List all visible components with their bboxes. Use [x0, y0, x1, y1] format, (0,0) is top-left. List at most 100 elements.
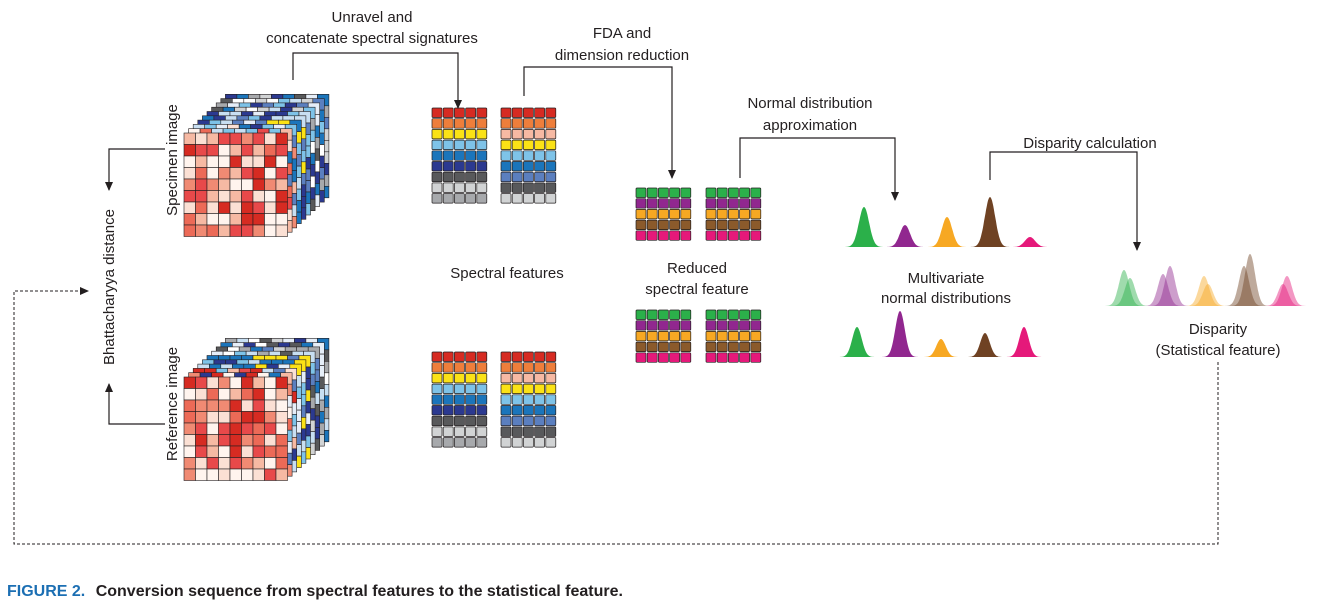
- pixel-cell: [229, 468, 242, 481]
- pixel-cell: [241, 224, 254, 237]
- pixel-cell: [218, 411, 231, 424]
- feature-cell: [500, 139, 512, 150]
- pixel-cell: [183, 388, 196, 401]
- pixel-cell: [275, 399, 288, 412]
- pixel-cell: [275, 376, 288, 389]
- feature-cell: [680, 219, 692, 230]
- feature-cell: [523, 362, 534, 373]
- pixel-cell: [252, 434, 265, 447]
- caption-number: FIGURE 2.: [7, 583, 86, 600]
- feature-cell: [545, 394, 557, 405]
- feature-cell: [454, 150, 465, 161]
- pixel-cell: [229, 445, 242, 458]
- pixel-cell: [229, 224, 242, 237]
- feature-cell: [476, 171, 488, 183]
- pixel-cell: [241, 468, 254, 481]
- pixel-cell: [275, 445, 288, 458]
- pixel-cell: [252, 190, 265, 203]
- pixel-cell: [183, 376, 196, 389]
- feature-cell: [545, 107, 557, 118]
- feature-cell: [658, 341, 669, 352]
- pixel-cell: [195, 411, 208, 424]
- feature-cell: [545, 171, 557, 183]
- feature-cell: [431, 139, 443, 150]
- feature-cell: [680, 187, 692, 198]
- feature-cell: [476, 362, 488, 373]
- feature-cell: [635, 219, 647, 230]
- pixel-cell: [252, 457, 265, 470]
- feature-cell: [431, 129, 443, 140]
- pixel-cell: [241, 422, 254, 435]
- feature-cell: [750, 187, 762, 198]
- pixel-cell: [206, 434, 219, 447]
- distribution-curve: [843, 207, 885, 247]
- feature-cell: [646, 331, 658, 342]
- feature-cell: [534, 383, 545, 394]
- pixel-cell: [252, 155, 265, 168]
- feature-cell: [500, 129, 512, 140]
- unravel-arrow: [292, 52, 462, 109]
- pixel-cell: [264, 422, 277, 435]
- feature-cell: [442, 139, 454, 150]
- feature-cell: [534, 161, 545, 172]
- feature-cell: [523, 394, 534, 405]
- pixel-cell: [275, 213, 288, 226]
- feature-cell: [705, 341, 717, 352]
- pixel-cell: [183, 468, 196, 481]
- feature-cell: [431, 193, 443, 204]
- pixel-cell: [218, 422, 231, 435]
- feature-cell: [646, 219, 658, 230]
- pixel-cell: [241, 190, 254, 203]
- pixel-cell: [275, 224, 288, 237]
- feature-cell: [465, 171, 476, 183]
- feature-cell: [500, 118, 512, 129]
- pixel-cell: [195, 376, 208, 389]
- pixel-cell: [241, 445, 254, 458]
- pixel-cell: [241, 434, 254, 447]
- bhatt-arrow-up: [105, 148, 165, 191]
- feature-cell: [431, 383, 443, 394]
- mvn-label-2: normal distributions: [881, 290, 1011, 307]
- feature-cell: [431, 171, 443, 183]
- feature-cell: [716, 309, 728, 320]
- pixel-cell: [195, 155, 208, 168]
- pixel-cell: [183, 445, 196, 458]
- feature-cell: [728, 230, 739, 241]
- pixel-cell: [252, 224, 265, 237]
- pixel-cell: [206, 144, 219, 157]
- pixel-cell: [183, 224, 196, 237]
- pixel-cell: [218, 434, 231, 447]
- pixel-cell: [264, 411, 277, 424]
- feature-cell: [476, 150, 488, 161]
- pixel-cell: [183, 144, 196, 157]
- feature-cell: [646, 352, 658, 363]
- feature-cell: [442, 362, 454, 373]
- disparity-calc-label: Disparity calculation: [1023, 135, 1156, 152]
- feature-cell: [716, 219, 728, 230]
- pixel-cell: [206, 457, 219, 470]
- pixel-cell: [195, 445, 208, 458]
- feature-cell: [646, 198, 658, 209]
- pixel-cell: [229, 388, 242, 401]
- feature-cell: [728, 352, 739, 363]
- feature-cell: [739, 341, 750, 352]
- feature-cell: [658, 198, 669, 209]
- pixel-cell: [195, 144, 208, 157]
- feature-cell: [750, 352, 762, 363]
- feature-cell: [442, 415, 454, 427]
- feature-cell: [635, 198, 647, 209]
- feature-cell: [511, 129, 523, 140]
- normal-label-1: Normal distribution: [747, 95, 872, 112]
- feature-cell: [511, 415, 523, 427]
- pixel-cell: [218, 167, 231, 180]
- reference-image-label: Reference image: [164, 347, 181, 461]
- feature-cell: [635, 341, 647, 352]
- feature-cell: [680, 341, 692, 352]
- distribution-curve: [884, 225, 926, 247]
- pixel-cell: [218, 144, 231, 157]
- pixel-cell: [275, 167, 288, 180]
- distribution-curve: [1142, 274, 1184, 306]
- pixel-cell: [229, 167, 242, 180]
- feature-cell: [465, 394, 476, 405]
- feature-cell: [523, 405, 534, 416]
